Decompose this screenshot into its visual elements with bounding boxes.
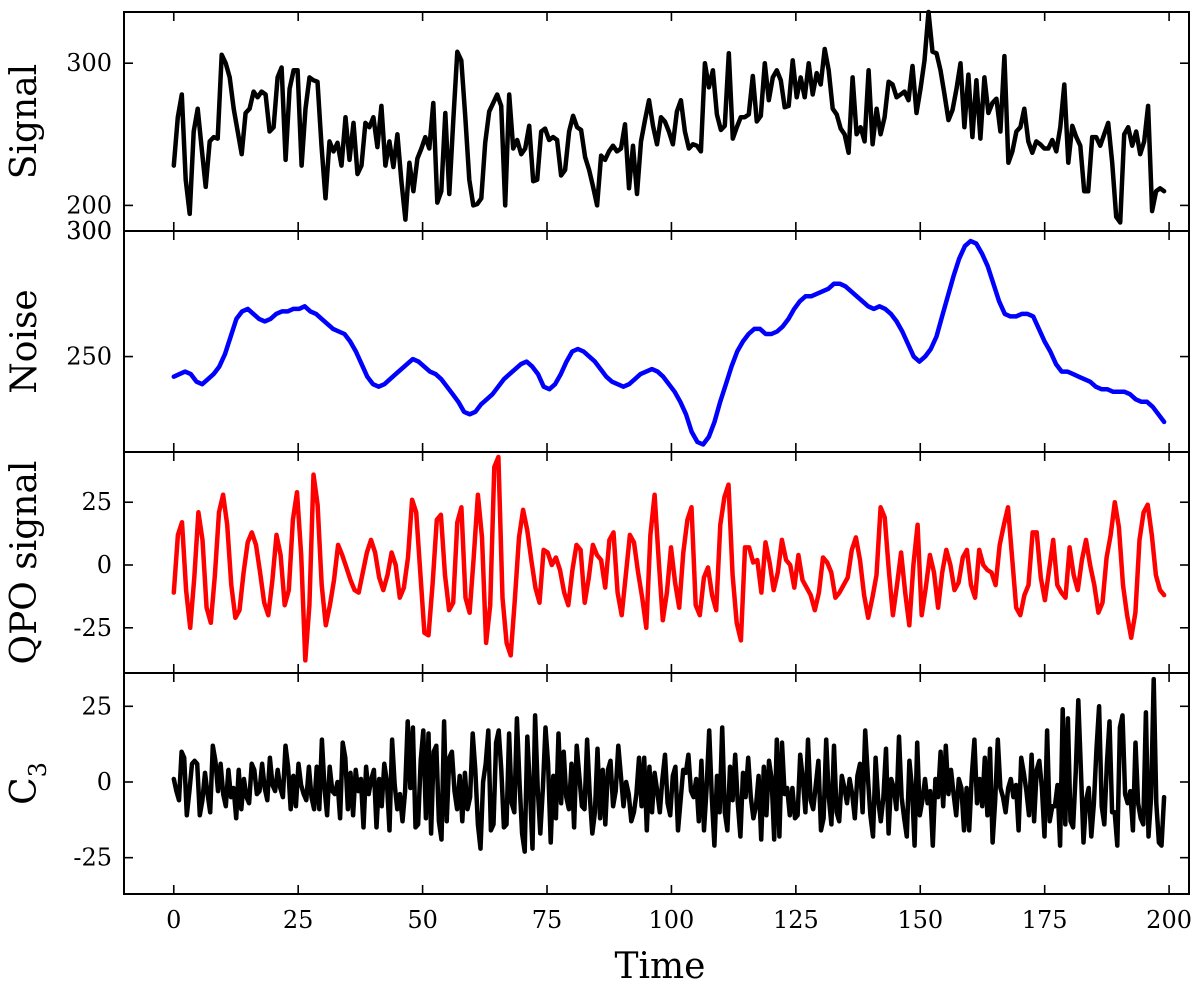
y-tick-label: 25	[81, 692, 112, 720]
panel-qpo: -25 0 25 QPO signal	[4, 451, 1190, 674]
y-tick-label: 300	[66, 217, 112, 245]
x-tick-label: 200	[1146, 906, 1192, 934]
y-tick-label: 300	[66, 49, 112, 77]
x-tick-label: 75	[532, 906, 563, 934]
y-axis-label: QPO signal	[4, 461, 45, 665]
y-tick-label: -25	[73, 844, 112, 872]
panel-c3: -25 0 25 C3	[4, 672, 1190, 895]
y-axis-label-subscript: 3	[24, 762, 52, 777]
series-line-qpo	[171, 454, 1167, 663]
series-line-noise	[171, 238, 1167, 447]
x-axis: 0 25 50 75 100 125 150 175 200	[166, 906, 1192, 934]
y-tick-label: 200	[66, 191, 112, 219]
panel-frame	[123, 672, 1190, 895]
series-line-signal	[171, 9, 1167, 225]
y-axis-label: Signal	[4, 64, 45, 179]
x-tick-label: 25	[283, 906, 314, 934]
x-tick-label: 100	[649, 906, 695, 934]
x-tick-label: 175	[1022, 906, 1068, 934]
panel-noise: 250 300 Noise	[4, 217, 1190, 453]
y-tick-label: 250	[66, 343, 112, 371]
panel-frame	[123, 230, 1190, 453]
y-axis-label: Noise	[4, 289, 45, 393]
y-tick-label: 0	[97, 551, 112, 579]
y-tick-label: 0	[97, 768, 112, 796]
series-line-c3	[171, 676, 1167, 854]
y-axis-label: C3	[4, 762, 52, 805]
y-tick-label: 25	[81, 488, 112, 516]
x-tick-label: 50	[407, 906, 438, 934]
x-axis-label: Time	[615, 946, 706, 987]
x-tick-label: 0	[166, 906, 181, 934]
y-tick-label: 300	[66, 217, 112, 245]
x-tick-label: 125	[773, 906, 819, 934]
x-tick-label: 150	[897, 906, 943, 934]
y-tick-label: -25	[73, 614, 112, 642]
